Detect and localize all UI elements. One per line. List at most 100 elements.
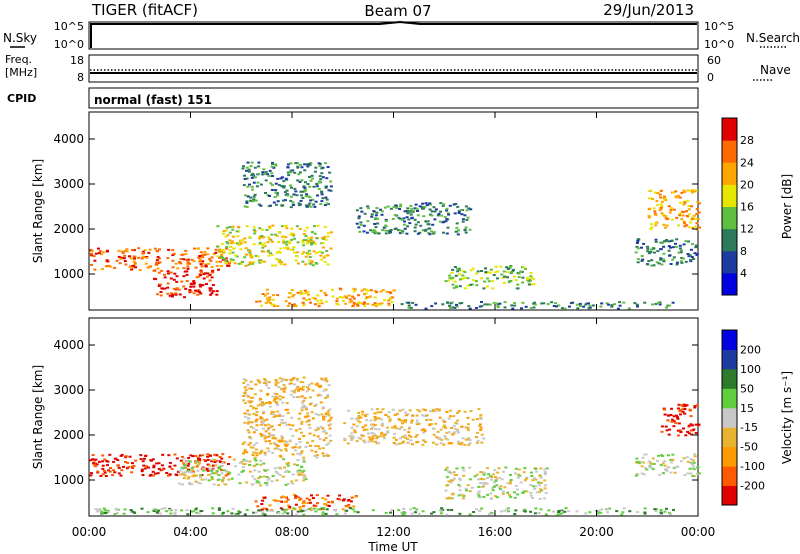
velocity-cell [254, 511, 258, 514]
velocity-cell [266, 478, 270, 481]
velocity-cell [243, 415, 247, 418]
power-cell [252, 243, 256, 246]
velocity-cell [663, 464, 667, 467]
velocity-cell [454, 421, 458, 424]
velocity-cell [560, 510, 564, 513]
power-cell [315, 237, 319, 240]
velocity-cell [175, 457, 179, 460]
velocity-cell [164, 510, 168, 513]
velocity-cell [457, 442, 461, 445]
power-cell [687, 240, 690, 243]
power-cell [448, 204, 452, 207]
power-cell [398, 205, 402, 208]
power-cell [442, 203, 446, 206]
power-cell [414, 223, 418, 226]
velocity-cell [263, 453, 267, 456]
velocity-cell [127, 466, 131, 468]
power-cell [681, 214, 685, 217]
velocity-cell [246, 395, 250, 398]
power-cell [303, 229, 307, 232]
velocity-cell [258, 509, 262, 512]
velocity-cell [273, 392, 277, 395]
velocity-cell [298, 505, 302, 508]
power-cell [286, 166, 290, 169]
velocity-cell [394, 438, 398, 441]
velocity-cell [357, 436, 361, 439]
power-cell [221, 251, 225, 254]
velocity-cell [149, 459, 153, 462]
power-cell [283, 263, 287, 266]
power-cell [301, 301, 305, 304]
power-cell [262, 236, 266, 239]
power-cell [408, 222, 412, 225]
velocity-cell [212, 464, 215, 467]
velocity-cell [297, 473, 301, 476]
power-cell [123, 260, 127, 263]
power-cell [336, 303, 340, 306]
power-cell [439, 210, 443, 213]
velocity-cell [206, 469, 210, 472]
power-cell [698, 226, 701, 229]
velocity-cell [447, 442, 451, 445]
velocity-cell [301, 502, 305, 504]
velocity-cell [212, 483, 216, 486]
velocity-colorbar-swatch [722, 330, 737, 350]
power-cell [237, 244, 241, 247]
power-colorbar-tick: 28 [740, 134, 754, 147]
power-cell [453, 306, 457, 309]
power-cell [290, 186, 293, 189]
power-cell [465, 209, 469, 212]
power-cell [286, 304, 290, 307]
velocity-cell [259, 403, 263, 406]
velocity-cell [287, 470, 291, 473]
velocity-cell [677, 407, 680, 410]
power-cell [335, 300, 339, 303]
velocity-cell [692, 461, 696, 464]
power-cell [460, 213, 464, 216]
velocity-cell [394, 427, 398, 430]
power-cell [252, 261, 256, 264]
power-cell [695, 222, 699, 225]
velocity-cell [443, 435, 447, 437]
power-cell [693, 190, 697, 193]
velocity-cell [375, 437, 379, 440]
velocity-cell [468, 442, 472, 445]
velocity-cell [196, 456, 200, 459]
power-cell [373, 296, 377, 299]
power-cell [248, 236, 252, 239]
velocity-cell [278, 395, 282, 398]
power-cell [269, 182, 273, 185]
power-cell [318, 175, 322, 178]
power-cell [267, 236, 271, 239]
velocity-cell [682, 403, 686, 406]
velocity-cell [299, 473, 303, 476]
power-cell [514, 279, 518, 282]
power-cell [263, 260, 266, 263]
velocity-cell [393, 432, 396, 435]
power-cell [323, 225, 327, 228]
velocity-cell [687, 432, 691, 435]
velocity-cell [444, 437, 448, 440]
velocity-cell [676, 465, 679, 468]
velocity-cell [218, 460, 222, 463]
power-cell [464, 287, 468, 290]
velocity-cell [479, 429, 483, 431]
power-cell [125, 250, 129, 253]
velocity-cell [539, 488, 542, 491]
velocity-cell [324, 378, 328, 381]
velocity-cell [324, 412, 328, 415]
velocity-cell [319, 384, 322, 387]
power-cell [254, 199, 258, 202]
velocity-cell [253, 393, 257, 396]
velocity-cell [198, 459, 202, 462]
power-cell [252, 228, 256, 231]
x-tick-label: 12:00 [376, 525, 411, 539]
velocity-cell [517, 468, 521, 471]
velocity-cell [547, 509, 551, 512]
velocity-cell [89, 459, 93, 462]
velocity-cell [243, 448, 247, 451]
velocity-cell [401, 435, 405, 438]
velocity-cell [497, 476, 501, 479]
velocity-cell [217, 508, 221, 511]
velocity-cell [494, 476, 497, 478]
